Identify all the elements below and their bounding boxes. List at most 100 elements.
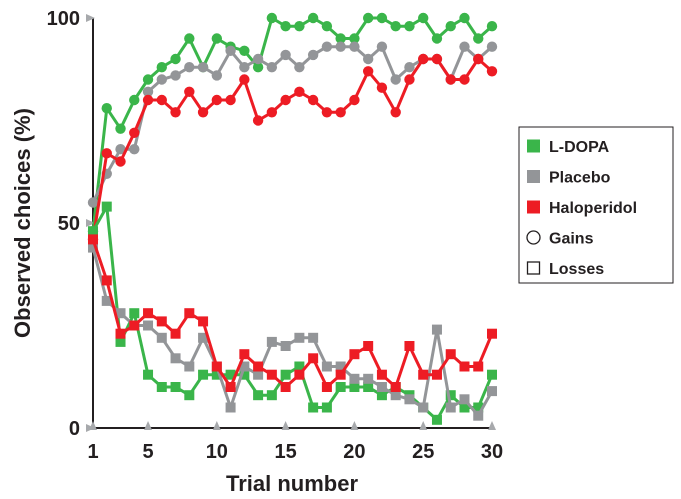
series-haloperidol-gains [87, 53, 498, 245]
data-point [431, 324, 442, 335]
series-placebo-gains [87, 41, 498, 208]
data-point [225, 382, 236, 392]
data-point [184, 361, 195, 372]
data-point [431, 53, 443, 65]
data-point [101, 103, 112, 114]
data-point [459, 361, 470, 372]
data-point [404, 341, 415, 351]
data-point [307, 94, 319, 106]
data-point [321, 21, 333, 32]
data-point [294, 361, 305, 372]
data-point [170, 353, 181, 364]
data-point [362, 53, 374, 65]
data-point [349, 373, 360, 384]
data-point [390, 21, 401, 32]
data-point [115, 156, 126, 167]
data-point [431, 369, 442, 380]
data-point [184, 308, 195, 319]
data-point [431, 414, 442, 425]
data-point [156, 316, 167, 327]
data-point [170, 328, 181, 339]
data-point [253, 369, 264, 380]
data-point [170, 53, 181, 65]
data-point [280, 382, 291, 392]
legend-swatch [527, 139, 540, 153]
data-point [156, 382, 167, 392]
data-point [142, 94, 154, 106]
data-point [184, 33, 195, 44]
data-point [87, 197, 99, 208]
data-point [376, 82, 388, 93]
data-point [142, 74, 154, 85]
x-tick-label: 15 [274, 441, 296, 463]
data-point [308, 332, 319, 343]
data-point [431, 33, 443, 44]
data-point [198, 316, 209, 327]
data-point [349, 41, 360, 52]
data-point [239, 349, 250, 360]
data-point [280, 94, 291, 106]
data-point [280, 21, 291, 32]
data-point [88, 234, 98, 245]
data-point [198, 369, 209, 380]
data-point [390, 107, 401, 118]
data-point [404, 394, 415, 405]
data-point [445, 402, 456, 413]
data-point [266, 61, 278, 73]
data-point [156, 74, 167, 85]
data-point [473, 410, 484, 421]
data-point [486, 41, 498, 52]
data-point [307, 12, 319, 24]
data-point [211, 33, 223, 44]
x-tick-label: 25 [412, 441, 434, 463]
data-point [239, 61, 250, 73]
data-point [404, 21, 415, 32]
data-point [156, 332, 167, 343]
data-point [211, 369, 222, 380]
data-point [376, 382, 387, 392]
data-point [473, 402, 484, 413]
data-point [101, 275, 112, 286]
y-tick-mark [86, 14, 95, 22]
data-point [335, 382, 346, 392]
y-tick-mark [86, 424, 95, 432]
data-point [363, 382, 374, 392]
data-point [115, 144, 126, 155]
data-point [266, 336, 277, 347]
data-point [252, 115, 264, 126]
data-point [280, 369, 291, 380]
data-point [88, 242, 98, 253]
series-haloperidol-losses [88, 234, 497, 392]
data-point [376, 390, 387, 401]
x-tick-mark [212, 421, 221, 430]
x-tick-mark [488, 421, 496, 430]
legend-item-losses: Losses [526, 261, 604, 278]
x-tick-label: 5 [142, 441, 153, 463]
data-point [445, 390, 456, 401]
data-point [308, 402, 319, 413]
data-point [197, 61, 209, 73]
data-point [294, 21, 305, 32]
legend-label: Gains [549, 231, 594, 248]
data-point [418, 53, 429, 65]
data-point [376, 41, 388, 52]
data-point [321, 107, 333, 118]
data-point [335, 33, 346, 44]
data-point [115, 308, 126, 319]
data-point [486, 66, 498, 77]
data-point [129, 94, 140, 106]
data-point [198, 332, 209, 343]
data-point [321, 361, 332, 372]
x-tick-mark [350, 421, 359, 430]
data-point [418, 402, 429, 413]
data-point [225, 402, 236, 413]
data-point [280, 49, 291, 61]
data-point [445, 74, 456, 85]
data-point [335, 361, 346, 372]
x-tick-mark [281, 421, 290, 430]
x-tick-label: 20 [343, 441, 365, 463]
legend-label: L-DOPA [549, 139, 610, 156]
data-point [170, 107, 181, 118]
data-point [184, 61, 195, 73]
data-point [115, 328, 126, 339]
